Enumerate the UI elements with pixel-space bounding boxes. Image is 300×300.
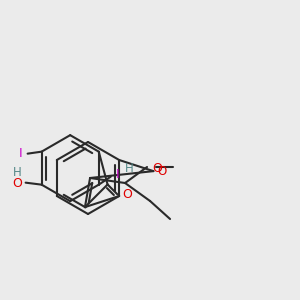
Text: I: I (19, 147, 22, 160)
Text: O: O (158, 165, 167, 178)
Text: H: H (125, 163, 134, 176)
Text: O: O (152, 161, 162, 175)
Text: O: O (122, 188, 132, 201)
Text: I: I (116, 168, 120, 181)
Text: O: O (13, 177, 22, 190)
Text: H: H (13, 166, 22, 179)
